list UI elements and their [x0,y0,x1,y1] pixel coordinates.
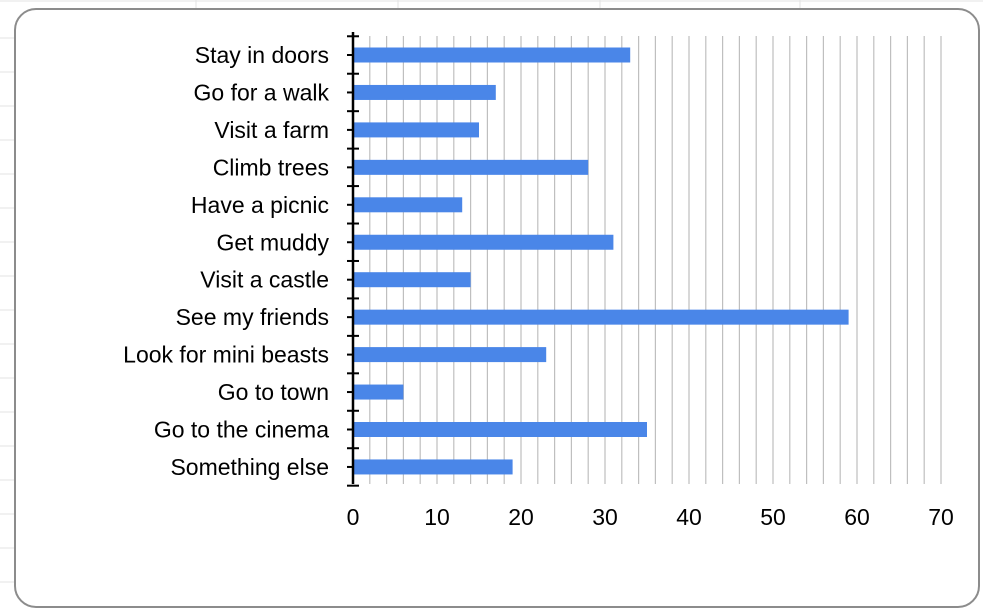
category-label: See my friends [176,304,329,330]
x-tick-label: 0 [347,504,360,530]
category-label: Climb trees [213,154,329,180]
category-label: Go to the cinema [154,417,329,443]
x-tick-label: 30 [592,504,618,530]
x-tick-label: 40 [676,504,702,530]
category-label: Something else [170,454,329,480]
category-label: Visit a farm [214,117,329,143]
category-label: Visit a castle [200,267,329,293]
bar [353,459,513,475]
bar [353,272,471,288]
bar [353,159,589,175]
x-tick-label: 70 [928,504,954,530]
vertical-gridlines [369,36,942,484]
bar [353,309,849,325]
bar [353,234,614,250]
bar [353,47,631,63]
bar [353,84,496,100]
x-tick-label: 20 [508,504,534,530]
bar [353,384,404,400]
bar [353,197,463,213]
bar [353,122,479,138]
bars [353,47,849,475]
bar [353,347,547,363]
category-label: Go to town [218,379,329,405]
category-label: Get muddy [217,229,330,255]
x-tick-label: 60 [844,504,870,530]
category-labels: Stay in doors Go for a walk Visit a farm Cl… [123,42,329,480]
bar [353,422,647,437]
x-tick-labels: 0 10 20 30 40 50 60 70 [347,504,954,530]
axes [347,32,359,487]
category-label: Stay in doors [195,42,329,68]
category-label: Have a picnic [191,192,329,218]
x-tick-label: 50 [760,504,786,530]
category-label: Go for a walk [194,79,330,105]
chart-container[interactable] [14,8,980,608]
x-tick-label: 10 [424,504,450,530]
category-label: Look for mini beasts [123,342,329,368]
